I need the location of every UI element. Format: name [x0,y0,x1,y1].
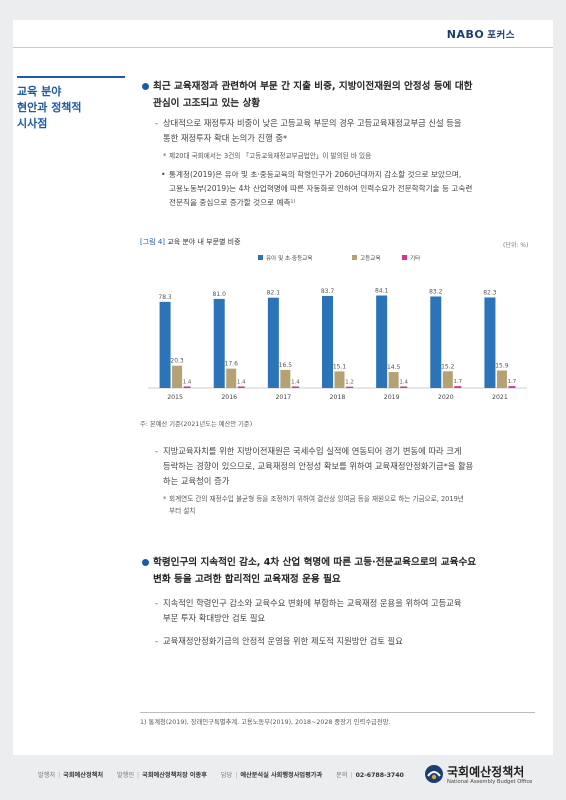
x-tick-label-2021: 2021 [492,394,508,401]
data-label-0-2016: 81.0 [213,291,227,298]
data-label-0-2020: 83.2 [429,288,443,295]
data-label-1-2015: 20.3 [170,358,184,365]
bar-0-2018 [322,295,333,388]
bar-0-2017 [267,297,279,388]
bar-2-2019 [400,386,408,388]
bar-2-2016 [237,386,245,388]
side-title-box: 교육 분야 현안과 정책적 시사점 [17,76,125,132]
footnote: 1) 통계청(2019), 장래인구특별추계. 고용노동부(2019), 201… [140,719,391,726]
bar-2-2017 [291,386,299,388]
x-tick-label-2016: 2016 [221,394,237,401]
x-tick-label-2017: 2017 [275,394,291,401]
data-label-2-2019: 1.4 [399,379,408,385]
data-label-2-2021: 1.7 [508,379,517,385]
bar-1-2015 [172,365,183,388]
data-label-2-2020: 1.7 [453,379,462,385]
figure-unit: (단위: %) [503,242,529,249]
data-label-0-2021: 82.3 [483,289,497,296]
x-tick-label-2020: 2020 [438,394,454,401]
emblem-icon [425,765,443,783]
legend-swatch-0 [258,255,263,260]
data-label-0-2019: 84.1 [375,287,389,294]
bar-0-2016 [213,298,225,388]
bar-0-2019 [376,295,388,388]
bar-1-2019 [388,372,399,388]
bar-0-2021 [484,297,496,388]
data-label-1-2020: 15.2 [441,363,455,370]
bar-1-2017 [280,369,291,388]
figure-source-note: 주: 본예산 기준(2021년도는 예산안 기준) [140,421,253,428]
data-label-2-2017: 1.4 [291,379,300,385]
data-label-0-2018: 83.7 [321,288,335,295]
data-label-1-2018: 15.1 [333,363,347,370]
section1-note-2: * 회계연도 간의 재정수입 불균형 등을 조정하기 위하여 결산상 잉여금 등… [163,495,464,515]
bar-1-2020 [442,371,453,388]
data-label-0-2015: 78.3 [158,294,172,301]
bar-0-2015 [159,301,171,388]
section2-dash-2: - 교육재정안정화기금의 안정적 운영을 위한 제도적 지원방안 검토 필요 [155,636,403,646]
nabo-logo: 국회예산정책처 National Assembly Budget Office [424,762,554,790]
legend-label-1: 고등교육 [360,255,381,262]
data-label-2-2018: 1.2 [345,380,354,386]
side-title-line-2: 현안과 정책적 [17,101,82,114]
section1-dash-2: - 지방교육자치를 위한 지방이전재원은 국세수입 실적에 연동되어 경기 변동… [155,446,474,486]
bar-2-2020 [454,386,462,388]
data-label-1-2021: 15.9 [495,363,509,370]
brand-logo: NABO 포커스 [446,28,515,41]
bar-chart: 유아 및 초·중등교육 고등교육 기타 78.3 20.3 1.4 2015 81.0 17.6… [148,254,527,401]
x-tick-label-2018: 2018 [330,394,346,401]
section1-dash-1: - 상대적으로 재정투자 비중이 낮은 고등교육 부문의 경우 고등교육재정교부… [155,118,462,143]
section1-sub-bullet: • 통계청(2019)은 유아 및 초·중등교육의 학령인구가 2060년대까지… [161,170,473,207]
side-title-line-3: 시사점 [17,117,48,130]
bar-2-2021 [508,386,516,388]
header: NABO 포커스 [13,20,553,46]
figure-title: [그림 4] 교육 분야 내 부문별 비중 [140,238,241,246]
data-label-1-2016: 17.6 [225,361,239,368]
x-tick-label-2019: 2019 [384,394,400,401]
legend-swatch-1 [352,255,357,260]
footnote-divider [140,712,535,713]
side-title-line-1: 교육 분야 [17,85,62,98]
legend-label-2: 기타 [410,254,420,262]
footer: 발행처 | 국회예산정책처 발행인 | 국회예산정책처장 이종후 담당 | 예산분석실 사회… [38,772,404,779]
legend-label-0: 유아 및 초·중등교육 [266,254,313,262]
data-label-0-2017: 82.1 [267,290,281,297]
section2-dash-1: - 지속적인 학령인구 감소와 교육수요 변화에 부합하는 교육재정 운용을 위… [155,598,462,623]
data-label-2-2016: 1.4 [237,379,246,385]
section2-heading: 학령인구의 지속적인 감소, 4차 산업 혁명에 따른 고등·전문교육으로의 교… [142,554,532,588]
bar-0-2020 [430,296,442,388]
legend-swatch-2 [402,255,407,260]
bar-1-2018 [334,371,345,388]
header-divider [13,47,553,48]
data-label-1-2017: 16.5 [279,362,293,369]
data-label-1-2019: 14.5 [387,364,401,371]
x-tick-label-2015: 2015 [167,394,183,401]
bar-2-2015 [183,386,191,388]
bar-1-2016 [226,368,237,388]
bar-2-2018 [346,386,353,388]
data-label-2-2015: 1.4 [183,379,192,385]
bullet-dot-icon [142,83,149,90]
page: NABO 포커스 교육 분야 현안과 정책적 시사점 최근 교육재정과 관련하여 … [13,20,553,755]
section1-heading: 최근 교육재정과 관련하여 부문 간 지출 비중, 지방이전재원의 안정성 등에… [142,78,532,112]
section1-note-1: * 제20대 국회에서는 3건의 「고등교육재정교부금법안」이 발의된 바 있음 [163,152,372,160]
bullet-dot-icon [142,559,149,566]
bar-1-2021 [496,370,507,388]
